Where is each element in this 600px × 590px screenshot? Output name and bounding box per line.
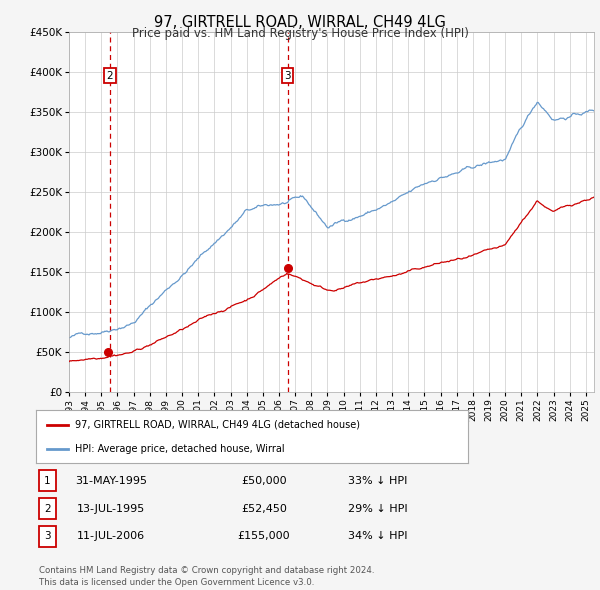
Text: 11-JUL-2006: 11-JUL-2006	[77, 532, 145, 541]
Text: 31-MAY-1995: 31-MAY-1995	[75, 476, 147, 486]
Text: 2: 2	[107, 71, 113, 81]
Text: 1: 1	[44, 476, 51, 486]
Text: Contains HM Land Registry data © Crown copyright and database right 2024.
This d: Contains HM Land Registry data © Crown c…	[39, 566, 374, 587]
Text: 2: 2	[44, 504, 51, 513]
Text: 97, GIRTRELL ROAD, WIRRAL, CH49 4LG: 97, GIRTRELL ROAD, WIRRAL, CH49 4LG	[154, 15, 446, 30]
Text: Price paid vs. HM Land Registry's House Price Index (HPI): Price paid vs. HM Land Registry's House …	[131, 27, 469, 40]
Text: 34% ↓ HPI: 34% ↓ HPI	[348, 532, 408, 541]
Text: 29% ↓ HPI: 29% ↓ HPI	[348, 504, 408, 513]
Text: 33% ↓ HPI: 33% ↓ HPI	[349, 476, 407, 486]
Text: 97, GIRTRELL ROAD, WIRRAL, CH49 4LG (detached house): 97, GIRTRELL ROAD, WIRRAL, CH49 4LG (det…	[75, 420, 360, 430]
Text: HPI: Average price, detached house, Wirral: HPI: Average price, detached house, Wirr…	[75, 444, 284, 454]
Text: £155,000: £155,000	[238, 532, 290, 541]
Text: 3: 3	[44, 532, 51, 541]
Text: 13-JUL-1995: 13-JUL-1995	[77, 504, 145, 513]
Text: £52,450: £52,450	[241, 504, 287, 513]
Text: 3: 3	[284, 71, 291, 81]
Text: £50,000: £50,000	[241, 476, 287, 486]
